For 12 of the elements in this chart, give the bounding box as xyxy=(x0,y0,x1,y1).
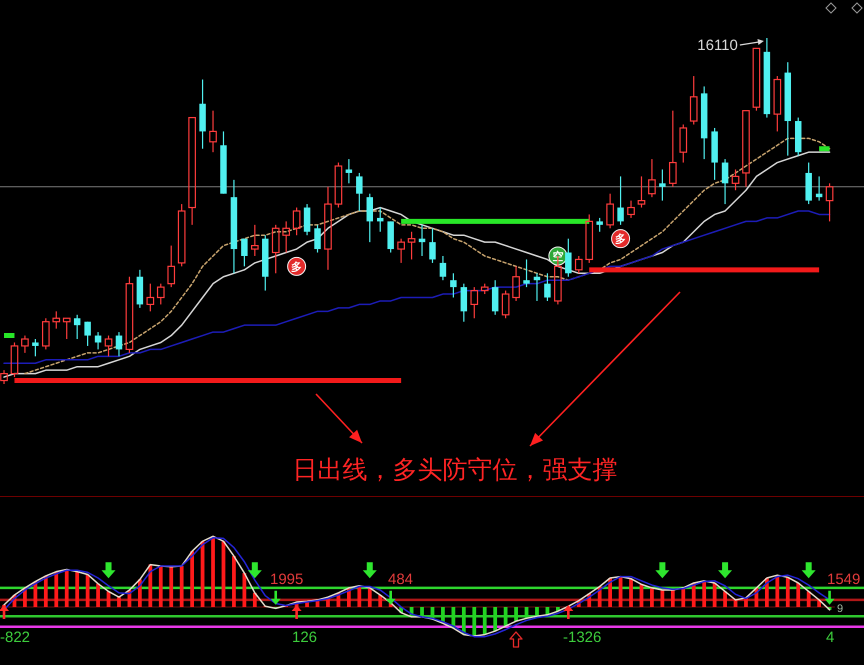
annotation: 484 xyxy=(388,571,414,588)
annotation: 4 xyxy=(826,629,834,646)
annotation: 日出线，多头防守位，强支撑 xyxy=(292,456,618,484)
series-label: 空 xyxy=(552,250,564,263)
annotation: 1549 xyxy=(827,571,860,588)
annotation: 126 xyxy=(292,629,318,646)
annotation: 16110 xyxy=(697,37,738,54)
annotation: 1995 xyxy=(270,571,304,588)
annotation: -822 xyxy=(0,629,30,646)
annotation: 9 xyxy=(837,603,844,615)
annotation: -1326 xyxy=(563,629,602,646)
series-label: 多 xyxy=(615,232,626,246)
